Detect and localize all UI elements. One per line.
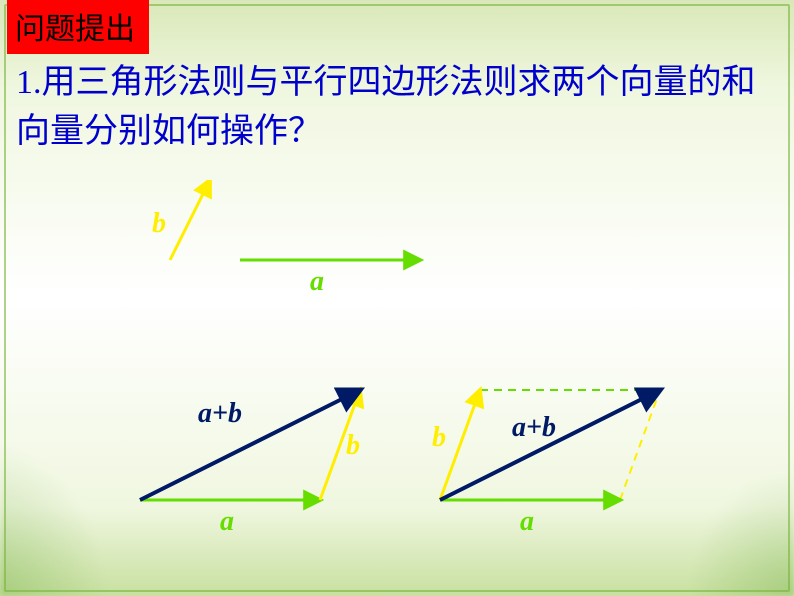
vector-diagram: b a a b a+b a b a+b [80,180,740,560]
question-text: 1.用三角形法则与平行四边形法则求两个向量的和向量分别如何操作？ [16,58,778,157]
question-block: 1.用三角形法则与平行四边形法则求两个向量的和向量分别如何操作？ [16,58,778,157]
label-top-a: a [310,266,324,298]
label-top-b: b [152,208,166,240]
header-title: 问题提出 [15,13,135,46]
label-para-sum: a+b [512,412,556,444]
label-para-b: b [432,422,446,454]
label-tri-a: a [220,506,234,538]
top-vector-b [170,180,210,260]
label-tri-b: b [346,430,360,462]
label-tri-sum: a+b [198,398,242,430]
label-para-a: a [520,506,534,538]
diagram-svg [80,180,740,560]
header-badge: 问题提出 [7,0,149,54]
